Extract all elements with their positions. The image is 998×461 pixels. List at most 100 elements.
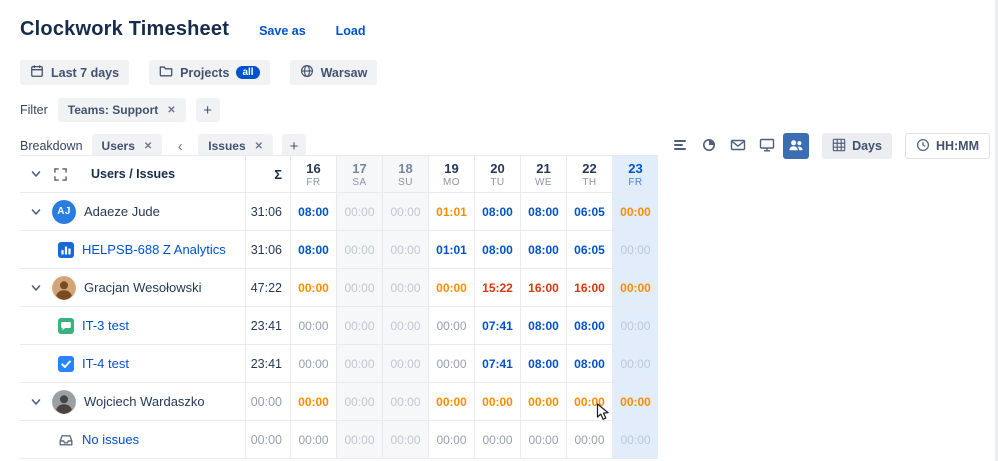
add-filter-button[interactable]: + bbox=[195, 98, 220, 122]
timesheet-cell[interactable]: 00:00 bbox=[290, 307, 336, 344]
timesheet-cell[interactable]: 08:00 bbox=[566, 345, 612, 382]
timesheet-cell[interactable]: 15:22 bbox=[474, 269, 520, 306]
user-row[interactable]: AJ Adaeze Jude 31:06 08:00 00:00 00:00 01:01 08… bbox=[20, 193, 658, 231]
timesheet-cell[interactable]: 00:00 bbox=[474, 383, 520, 420]
timesheet-cell[interactable]: 00:00 bbox=[428, 307, 474, 344]
timesheet-cell[interactable]: 00:00 bbox=[612, 193, 658, 230]
timesheet-cell[interactable]: 00:00 bbox=[612, 231, 658, 268]
timesheet-cell[interactable]: 00:00 bbox=[382, 269, 428, 306]
chart-view-button[interactable] bbox=[696, 133, 722, 159]
presentation-view-button[interactable] bbox=[754, 133, 780, 159]
breakdown-chip-users[interactable]: Users ✕ bbox=[91, 134, 163, 158]
rows-view-button[interactable] bbox=[667, 133, 693, 159]
move-breakdown-left-button[interactable]: ‹ bbox=[171, 134, 189, 158]
issue-row[interactable]: HELPSB-688 Z Analytics 31:06 08:00 00:00 00:… bbox=[20, 231, 658, 269]
projects-button[interactable]: Projects all bbox=[149, 60, 270, 85]
timesheet-cell[interactable]: 00:00 bbox=[336, 345, 382, 382]
remove-filter-icon[interactable]: ✕ bbox=[167, 104, 176, 116]
timesheet-cell[interactable]: 00:00 bbox=[566, 383, 612, 420]
day-header-16-fr[interactable]: 16 FR bbox=[290, 156, 336, 192]
people-view-button[interactable] bbox=[783, 133, 810, 159]
timesheet-cell[interactable]: 00:00 bbox=[612, 269, 658, 306]
timesheet-cell[interactable]: 00:00 bbox=[428, 383, 474, 420]
location-button[interactable]: Warsaw bbox=[289, 60, 378, 85]
time-format-button[interactable]: HH:MM bbox=[904, 133, 990, 159]
day-header-20-tu[interactable]: 20 TU bbox=[474, 156, 520, 192]
timesheet-cell[interactable]: 00:00 bbox=[382, 421, 428, 458]
timesheet-cell[interactable]: 16:00 bbox=[566, 269, 612, 306]
day-header-21-we[interactable]: 21 WE bbox=[520, 156, 566, 192]
timesheet-cell[interactable]: 00:00 bbox=[336, 231, 382, 268]
timesheet-cell[interactable]: 00:00 bbox=[336, 269, 382, 306]
timesheet-cell[interactable]: 08:00 bbox=[520, 193, 566, 230]
timesheet-cell[interactable]: 08:00 bbox=[520, 231, 566, 268]
timesheet-cell[interactable]: 08:00 bbox=[520, 345, 566, 382]
user-row[interactable]: Gracjan Wesołowski 47:22 00:00 00:00 00:00 00… bbox=[20, 269, 658, 307]
timesheet-cell[interactable]: 00:00 bbox=[612, 383, 658, 420]
timesheet-cell[interactable]: 00:00 bbox=[428, 345, 474, 382]
filter-chip-teams-support[interactable]: Teams: Support ✕ bbox=[57, 98, 186, 122]
remove-breakdown-icon[interactable]: ✕ bbox=[143, 140, 153, 152]
timesheet-cell[interactable]: 00:00 bbox=[290, 345, 336, 382]
timesheet-cell[interactable]: 06:05 bbox=[566, 231, 612, 268]
timesheet-cell[interactable]: 08:00 bbox=[290, 231, 336, 268]
day-header-19-mo[interactable]: 19 MO bbox=[428, 156, 474, 192]
collapse-all-chevron-icon[interactable] bbox=[28, 166, 44, 182]
timesheet-cell[interactable]: 00:00 bbox=[428, 269, 474, 306]
timesheet-cell[interactable]: 00:00 bbox=[612, 345, 658, 382]
timesheet-cell[interactable]: 00:00 bbox=[474, 421, 520, 458]
timesheet-cell[interactable]: 08:00 bbox=[520, 307, 566, 344]
date-range-button[interactable]: Last 7 days bbox=[20, 60, 130, 85]
timesheet-cell[interactable]: 08:00 bbox=[474, 193, 520, 230]
day-header-23-fr[interactable]: 23 FR bbox=[612, 156, 658, 192]
timesheet-cell[interactable]: 00:00 bbox=[520, 383, 566, 420]
breakdown-chip-issues[interactable]: Issues ✕ bbox=[198, 134, 274, 158]
load-link[interactable]: Load bbox=[335, 24, 366, 38]
issue-link[interactable]: IT-4 test bbox=[82, 356, 129, 371]
timesheet-cell[interactable]: 00:00 bbox=[382, 345, 428, 382]
vertical-scrollbar[interactable] bbox=[995, 0, 998, 461]
day-header-18-su[interactable]: 18 SU bbox=[382, 156, 428, 192]
user-row[interactable]: Wojciech Wardaszko 00:00 00:00 00:00 00:00 00… bbox=[20, 383, 658, 421]
timesheet-cell[interactable]: 00:00 bbox=[336, 193, 382, 230]
timesheet-cell[interactable]: 00:00 bbox=[336, 383, 382, 420]
chevron-down-icon[interactable] bbox=[28, 394, 44, 410]
day-header-17-sa[interactable]: 17 SA bbox=[336, 156, 382, 192]
issue-link[interactable]: No issues bbox=[82, 432, 140, 447]
remove-breakdown-icon[interactable]: ✕ bbox=[254, 140, 264, 152]
timesheet-cell[interactable]: 07:41 bbox=[474, 345, 520, 382]
timesheet-cell[interactable]: 00:00 bbox=[382, 193, 428, 230]
timesheet-cell[interactable]: 00:00 bbox=[382, 307, 428, 344]
timesheet-cell[interactable]: 00:00 bbox=[336, 307, 382, 344]
timesheet-cell[interactable]: 00:00 bbox=[382, 231, 428, 268]
expand-icon[interactable] bbox=[52, 166, 68, 182]
timesheet-cell[interactable]: 00:00 bbox=[612, 421, 658, 458]
timesheet-cell[interactable]: 01:01 bbox=[428, 231, 474, 268]
timesheet-cell[interactable]: 00:00 bbox=[290, 421, 336, 458]
timesheet-cell[interactable]: 00:00 bbox=[382, 383, 428, 420]
timesheet-cell[interactable]: 00:00 bbox=[428, 421, 474, 458]
timesheet-cell[interactable]: 00:00 bbox=[612, 307, 658, 344]
issue-row[interactable]: No issues 00:00 00:00 00:00 00:00 00:00 00:00 0… bbox=[20, 421, 658, 459]
timesheet-cell[interactable]: 08:00 bbox=[474, 231, 520, 268]
timesheet-cell[interactable]: 06:05 bbox=[566, 193, 612, 230]
timesheet-cell[interactable]: 01:01 bbox=[428, 193, 474, 230]
email-button[interactable] bbox=[725, 133, 751, 159]
timesheet-cell[interactable]: 00:00 bbox=[290, 269, 336, 306]
timesheet-cell[interactable]: 00:00 bbox=[290, 383, 336, 420]
chevron-down-icon[interactable] bbox=[28, 280, 44, 296]
timesheet-cell[interactable]: 16:00 bbox=[520, 269, 566, 306]
timesheet-cell[interactable]: 08:00 bbox=[290, 193, 336, 230]
day-header-22-th[interactable]: 22 TH bbox=[566, 156, 612, 192]
issue-link[interactable]: IT-3 test bbox=[82, 318, 129, 333]
timesheet-cell[interactable]: 00:00 bbox=[520, 421, 566, 458]
issue-row[interactable]: IT-4 test 23:41 00:00 00:00 00:00 00:00 07:41 0… bbox=[20, 345, 658, 383]
timesheet-cell[interactable]: 00:00 bbox=[566, 421, 612, 458]
add-breakdown-button[interactable]: + bbox=[282, 134, 307, 158]
issue-row[interactable]: IT-3 test 23:41 00:00 00:00 00:00 00:00 07:41 0… bbox=[20, 307, 658, 345]
days-toggle-button[interactable]: Days bbox=[822, 133, 892, 159]
timesheet-cell[interactable]: 00:00 bbox=[336, 421, 382, 458]
chevron-down-icon[interactable] bbox=[28, 204, 44, 220]
timesheet-cell[interactable]: 07:41 bbox=[474, 307, 520, 344]
issue-link[interactable]: HELPSB-688 Z Analytics bbox=[82, 242, 226, 257]
